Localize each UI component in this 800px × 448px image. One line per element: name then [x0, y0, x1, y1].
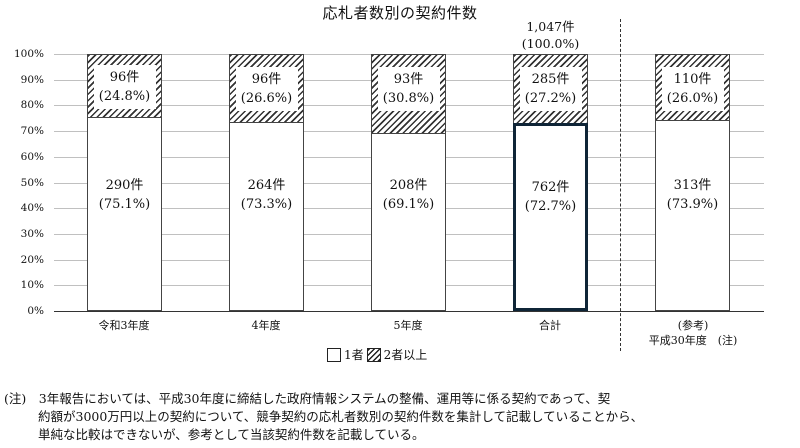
multi-count: 96件	[251, 72, 282, 87]
single-count: 264件	[247, 178, 286, 193]
xcat-reiwa3: 令和3年度	[98, 319, 150, 332]
bar-heisei30: 110件 (26.0%) 313件 (73.9%)	[655, 54, 730, 311]
bar-segment-multi: 96件 (26.6%)	[229, 54, 304, 123]
xcat-ref-label: (参考)	[677, 319, 709, 332]
xcat-fy4: 4年度	[251, 319, 281, 332]
single-pct: (72.7%)	[524, 199, 577, 214]
bar-segment-multi: 110件 (26.0%)	[655, 54, 730, 121]
bar-segment-single: 762件 (72.7%)	[513, 123, 588, 311]
xcat-total: 合計	[539, 319, 561, 332]
bar-total: 285件 (27.2%) 762件 (72.7%)	[513, 54, 588, 311]
ytick-0: 0%	[27, 305, 44, 317]
single-pct: (69.1%)	[382, 197, 435, 212]
legend-label-multi: 2者以上	[383, 348, 428, 362]
bar-segment-single: 313件 (73.9%)	[655, 120, 730, 311]
ytick-20: 20%	[20, 253, 44, 266]
legend-label-single: 1者	[344, 348, 364, 362]
multi-pct: (26.6%)	[240, 91, 293, 106]
footnote-line-1: (注) 3年報告においては、平成30年度に締結した政府情報システムの整備、運用等…	[4, 391, 611, 406]
multi-pct: (24.8%)	[98, 89, 151, 104]
bar-segment-single: 290件 (75.1%)	[87, 117, 162, 311]
multi-count: 96件	[109, 70, 140, 85]
ytick-10: 10%	[20, 279, 44, 292]
bar-segment-single: 264件 (73.3%)	[229, 122, 304, 311]
x-axis	[54, 311, 764, 312]
ytick-70: 70%	[20, 125, 44, 138]
multi-pct: (26.0%)	[666, 91, 719, 106]
ytick-40: 40%	[20, 202, 44, 215]
total-pct: (100.0%)	[521, 36, 580, 51]
legend-swatch-single	[327, 347, 341, 362]
bar-segment-multi: 93件 (30.8%)	[371, 54, 446, 134]
ytick-60: 60%	[20, 150, 44, 163]
footnote-line-3: 単純な比較はできないが、参考として当該契約件数を記載している。	[38, 427, 425, 442]
single-count: 313件	[673, 178, 712, 193]
single-pct: (73.3%)	[240, 197, 293, 212]
total-count: 1,047件	[526, 19, 575, 34]
single-pct: (75.1%)	[98, 197, 151, 212]
bar-segment-multi: 285件 (27.2%)	[513, 54, 588, 124]
reference-separator	[620, 19, 621, 351]
single-pct: (73.9%)	[666, 197, 719, 212]
ytick-90: 90%	[20, 73, 44, 86]
multi-pct: (27.2%)	[524, 91, 577, 106]
footnote-line-2: 約額が3000万円以上の契約について、競争契約の応札者数別の契約件数を集計して記…	[38, 409, 644, 424]
total-annotation: 1,047件 (100.0%)	[495, 18, 606, 52]
chart-title: 応札者数別の契約件数	[322, 4, 478, 22]
multi-count: 285件	[531, 72, 570, 87]
legend: 1者 2者以上	[327, 346, 427, 363]
multi-count: 93件	[393, 72, 424, 87]
single-count: 208件	[389, 178, 428, 193]
multi-count: 110件	[673, 72, 712, 87]
multi-pct: (30.8%)	[382, 91, 435, 106]
ytick-100: 100%	[13, 48, 44, 60]
bar-reiwa3: 96件 (24.8%) 290件 (75.1%)	[87, 54, 162, 311]
xcat-ref-year: 平成30年度 (注)	[648, 334, 738, 347]
legend-swatch-multi	[366, 347, 381, 362]
ytick-50: 50%	[20, 176, 44, 189]
bar-segment-multi: 96件 (24.8%)	[87, 54, 162, 118]
xcat-heisei30: (参考) 平成30年度 (注)	[632, 318, 754, 348]
single-count: 762件	[531, 180, 570, 195]
bar-segment-single: 208件 (69.1%)	[371, 133, 446, 311]
ytick-80: 80%	[20, 99, 44, 112]
ytick-30: 30%	[20, 227, 44, 240]
xcat-fy5: 5年度	[393, 319, 423, 332]
bar-fy4: 96件 (26.6%) 264件 (73.3%)	[229, 54, 304, 311]
single-count: 290件	[105, 178, 144, 193]
bar-fy5: 93件 (30.8%) 208件 (69.1%)	[371, 54, 446, 311]
footnote: (注) 3年報告においては、平成30年度に締結した政府情報システムの整備、運用等…	[4, 390, 800, 444]
